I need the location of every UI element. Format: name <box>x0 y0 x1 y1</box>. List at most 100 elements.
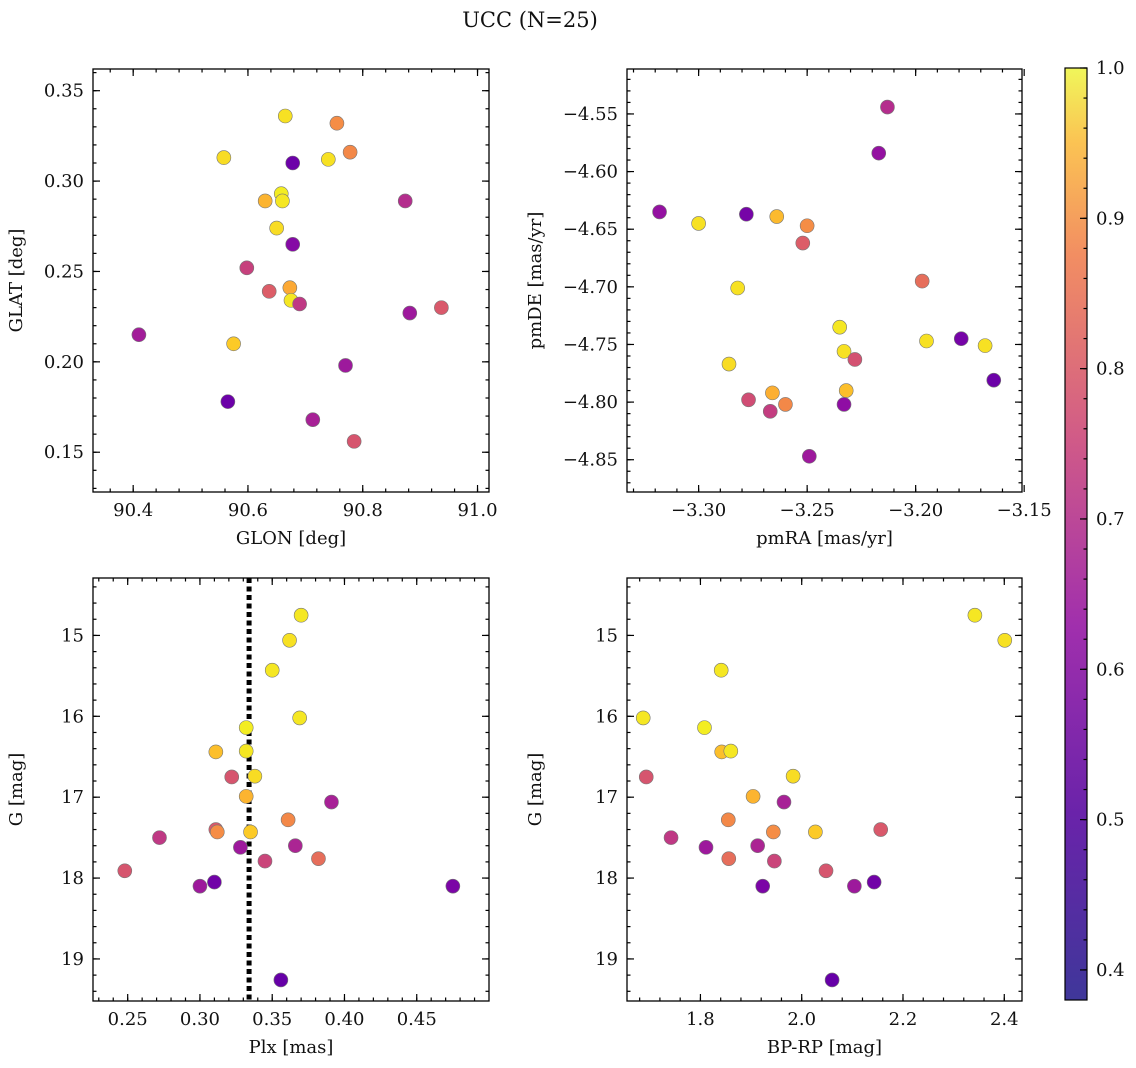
data-point <box>778 397 793 412</box>
data-point <box>785 768 801 784</box>
x-tick-label: −3.15 <box>997 500 1052 521</box>
x-tick-label: 1.8 <box>686 1009 715 1030</box>
data-point <box>233 840 248 855</box>
data-point <box>767 853 782 869</box>
data-point <box>192 878 208 894</box>
y-tick-label: 19 <box>595 949 618 970</box>
y-axis-label: G [mag] <box>525 753 546 826</box>
x-tick-label: 90.4 <box>113 500 153 521</box>
data-point <box>305 412 321 427</box>
x-axis-label: BP-RP [mag] <box>767 1037 882 1058</box>
data-point <box>799 218 815 234</box>
colorbar-tick-label: 1.0 <box>1096 58 1125 79</box>
data-point <box>346 434 362 449</box>
data-point <box>131 327 147 343</box>
data-point <box>866 874 882 890</box>
y-tick-label: 18 <box>595 868 618 889</box>
data-point <box>663 830 679 845</box>
data-point <box>261 284 277 299</box>
data-point <box>152 830 167 845</box>
colorbar-gradient <box>1064 67 1088 1001</box>
x-tick-label: 90.6 <box>228 500 268 521</box>
y-tick-label: 15 <box>595 625 618 646</box>
data-point <box>730 280 745 296</box>
x-tick-label: 0.35 <box>252 1009 292 1030</box>
data-point <box>739 206 754 222</box>
y-tick-label: 19 <box>61 949 84 970</box>
data-point <box>802 448 817 464</box>
y-tick-label: 0.15 <box>44 442 84 463</box>
x-tick-label: 0.40 <box>324 1009 364 1030</box>
data-point <box>953 331 969 347</box>
colorbar-tick-label: 0.9 <box>1096 208 1125 229</box>
colorbar-tick-label: 0.4 <box>1096 960 1125 981</box>
data-point <box>282 280 298 296</box>
y-tick-label: 16 <box>595 706 618 727</box>
data-point <box>280 812 296 828</box>
data-point <box>342 144 358 160</box>
x-tick-label: 0.30 <box>180 1009 220 1030</box>
data-point <box>338 358 353 373</box>
y-tick-label: 15 <box>61 625 84 646</box>
y-tick-label: 0.30 <box>44 171 84 192</box>
axes-frame <box>92 577 490 1002</box>
data-point <box>209 824 225 840</box>
y-tick-label: 0.20 <box>44 352 84 373</box>
y-tick-label: 17 <box>61 787 84 808</box>
data-point <box>285 155 301 171</box>
data-point <box>208 744 224 760</box>
data-point <box>914 273 930 289</box>
colorbar-ticks: 0.4 0.5 0.6 0.7 0.8 0.9 1.0 <box>1080 58 1125 981</box>
axes-frame <box>92 68 490 493</box>
data-point <box>808 824 823 840</box>
x-tick-label: −3.25 <box>780 500 835 521</box>
data-point <box>721 851 737 866</box>
x-axis-label: pmRA [mas/yr] <box>756 528 893 549</box>
data-point <box>293 607 309 623</box>
panels: 90.4 90.6 90.8 91.0 0.15 0.20 0.25 0.30 0.35 GLON… <box>6 68 1052 1058</box>
data-point <box>247 768 263 784</box>
colorbar-tick-label: 0.5 <box>1096 810 1125 831</box>
data-point <box>220 394 236 409</box>
data-point <box>818 863 834 879</box>
data-point <box>397 193 413 209</box>
axes-frame <box>626 577 1023 1002</box>
axes-frame <box>626 68 1023 493</box>
y-tick-label: −4.75 <box>563 334 618 355</box>
data-point <box>762 404 778 419</box>
data-point <box>329 115 345 131</box>
x-tick-label: −3.20 <box>888 500 943 521</box>
data-point <box>720 812 736 828</box>
data-point <box>795 235 811 251</box>
data-point <box>873 822 889 837</box>
data-point <box>691 216 706 231</box>
x-axis-label: GLON [deg] <box>236 528 346 549</box>
data-point <box>741 392 756 408</box>
data-point <box>257 193 273 209</box>
data-point <box>292 710 307 726</box>
data-point <box>264 662 280 678</box>
data-point <box>275 193 290 209</box>
data-point <box>226 336 241 352</box>
y-tick-label: −4.65 <box>563 219 618 240</box>
y-axis-label: G [mag] <box>6 753 27 826</box>
data-point <box>243 824 258 840</box>
data-point <box>769 209 785 224</box>
data-point <box>838 383 854 398</box>
data-point <box>836 397 852 412</box>
colorbar-tick-label: 0.7 <box>1096 509 1125 530</box>
data-point <box>635 710 651 726</box>
colorbar-tick-label: 0.8 <box>1096 359 1125 380</box>
y-tick-label: 0.25 <box>44 261 84 282</box>
y-tick-label: 17 <box>595 787 618 808</box>
x-tick-label: 0.45 <box>397 1009 437 1030</box>
y-tick-label: −4.85 <box>563 450 618 471</box>
data-point <box>273 972 289 988</box>
panel-3: 0.25 0.30 0.35 0.40 0.45 15 16 17 18 19 Plx [mas] G… <box>6 577 490 1058</box>
data-point <box>257 853 273 869</box>
data-point <box>997 632 1013 648</box>
panel-2: −3.30 −3.25 −3.20 −3.15 −4.85 −4.80 −4.75 −4.70… <box>525 68 1052 549</box>
data-point <box>216 150 232 165</box>
data-point <box>750 838 765 854</box>
